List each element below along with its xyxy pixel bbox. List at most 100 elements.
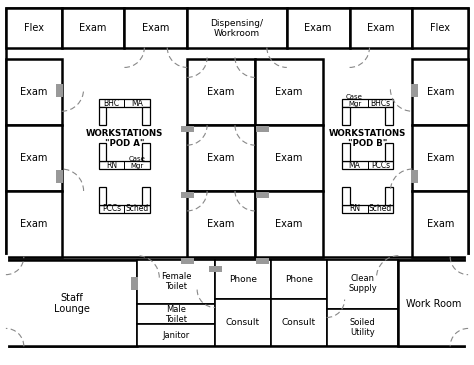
Text: Janitor: Janitor xyxy=(163,331,190,340)
Text: RN: RN xyxy=(106,161,117,170)
Bar xyxy=(412,191,468,257)
Bar xyxy=(342,205,393,213)
Bar xyxy=(181,192,194,198)
Bar xyxy=(55,170,63,183)
Text: Dispensing/: Dispensing/ xyxy=(210,19,264,28)
Text: Sched: Sched xyxy=(126,204,149,214)
Bar xyxy=(55,84,63,97)
Bar xyxy=(412,59,468,125)
Text: PCCs: PCCs xyxy=(102,204,121,214)
Bar xyxy=(187,59,255,125)
Bar xyxy=(125,8,187,47)
Text: Exam: Exam xyxy=(20,87,47,97)
Text: BHCs: BHCs xyxy=(370,99,391,108)
Bar xyxy=(255,125,323,191)
Bar xyxy=(215,260,271,299)
Text: Soiled
Utility: Soiled Utility xyxy=(350,318,375,337)
Bar xyxy=(131,277,138,289)
Bar xyxy=(385,107,393,125)
Bar xyxy=(342,187,349,205)
Text: Consult: Consult xyxy=(282,318,316,327)
Text: Exam: Exam xyxy=(275,87,302,97)
Text: WORKSTATIONS: WORKSTATIONS xyxy=(329,129,406,138)
Bar xyxy=(327,308,398,346)
Bar xyxy=(137,260,215,304)
Text: Phone: Phone xyxy=(285,275,313,284)
Text: Exam: Exam xyxy=(207,219,235,229)
Bar xyxy=(187,8,287,47)
Bar xyxy=(142,143,150,161)
Text: PCCs: PCCs xyxy=(371,161,390,170)
Bar xyxy=(398,260,468,346)
Text: Flex: Flex xyxy=(24,23,44,32)
Bar xyxy=(271,260,327,299)
Bar xyxy=(411,170,419,183)
Text: Exam: Exam xyxy=(20,153,47,163)
Text: Exam: Exam xyxy=(367,23,394,32)
Bar xyxy=(187,191,255,257)
Bar xyxy=(187,125,255,191)
Text: "POD B": "POD B" xyxy=(348,139,387,148)
Bar xyxy=(256,258,269,264)
Bar xyxy=(385,187,393,205)
Text: Exam: Exam xyxy=(207,153,235,163)
Bar xyxy=(271,299,327,346)
Text: Consult: Consult xyxy=(226,318,260,327)
Text: WORKSTATIONS: WORKSTATIONS xyxy=(86,129,163,138)
Text: Exam: Exam xyxy=(275,219,302,229)
Bar xyxy=(99,107,107,125)
Text: Sched: Sched xyxy=(369,204,392,214)
Text: RN: RN xyxy=(349,204,360,214)
Bar xyxy=(137,324,215,346)
Bar xyxy=(349,8,412,47)
Text: Case
Mgr: Case Mgr xyxy=(129,155,146,169)
Text: MA: MA xyxy=(348,161,361,170)
Text: Male
Toilet: Male Toilet xyxy=(165,305,187,324)
Text: "POD A": "POD A" xyxy=(105,139,144,148)
Bar xyxy=(142,107,150,125)
Text: Case
Mgr: Case Mgr xyxy=(346,94,363,107)
Text: Staff
Lounge: Staff Lounge xyxy=(54,293,90,314)
Text: Workroom: Workroom xyxy=(214,29,260,38)
Bar xyxy=(385,143,393,161)
Bar xyxy=(99,187,107,205)
Bar xyxy=(412,8,468,47)
Bar xyxy=(209,266,222,272)
Bar xyxy=(99,99,150,107)
Text: Clean
Supply: Clean Supply xyxy=(348,274,377,293)
Text: Exam: Exam xyxy=(275,153,302,163)
Text: Exam: Exam xyxy=(427,219,454,229)
Bar xyxy=(99,205,150,213)
Bar xyxy=(6,260,468,346)
Text: Exam: Exam xyxy=(142,23,169,32)
Text: Work Room: Work Room xyxy=(406,299,461,308)
Bar xyxy=(412,125,468,191)
Bar xyxy=(6,191,62,257)
Text: Exam: Exam xyxy=(427,87,454,97)
Bar xyxy=(287,8,349,47)
Text: Exam: Exam xyxy=(304,23,331,32)
Bar xyxy=(411,84,419,97)
Bar xyxy=(6,260,137,346)
Bar xyxy=(255,59,323,125)
Bar xyxy=(256,192,269,198)
Text: Exam: Exam xyxy=(20,219,47,229)
Bar xyxy=(6,125,62,191)
Text: Exam: Exam xyxy=(79,23,106,32)
Bar xyxy=(6,8,62,47)
Text: Phone: Phone xyxy=(229,275,257,284)
Bar xyxy=(99,143,107,161)
Bar xyxy=(99,161,150,169)
Bar xyxy=(6,59,62,125)
Bar xyxy=(137,304,215,324)
Bar xyxy=(327,260,398,308)
Text: Flex: Flex xyxy=(430,23,450,32)
Bar xyxy=(215,299,271,346)
Bar xyxy=(342,107,349,125)
Bar xyxy=(181,258,194,264)
Bar xyxy=(255,191,323,257)
Bar xyxy=(342,99,393,107)
Text: Exam: Exam xyxy=(427,153,454,163)
Text: Exam: Exam xyxy=(207,87,235,97)
Bar xyxy=(342,143,349,161)
